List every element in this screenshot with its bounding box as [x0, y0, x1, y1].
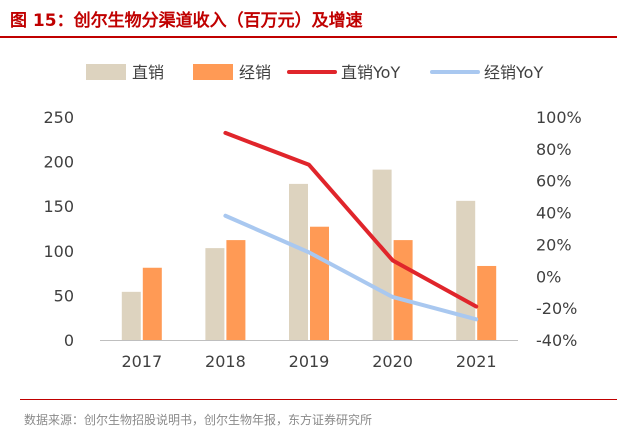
legend-direct-label: 直销: [132, 63, 164, 82]
right-axis-tick-label: 60%: [536, 172, 572, 191]
right-axis-tick-label: -40%: [536, 331, 577, 350]
left-axis-tick-label: 250: [43, 108, 74, 127]
left-axis-tick-label: 200: [43, 153, 74, 172]
right-axis-tick-label: 20%: [536, 235, 572, 254]
direct-sales-bar: [372, 169, 392, 340]
source-note: 数据来源：创尔生物招股说明书，创尔生物年报，东方证券研究所: [24, 413, 373, 427]
legend-direct-swatch: [86, 64, 126, 80]
right-axis-tick-label: -20%: [536, 299, 577, 318]
direct-sales-bar: [289, 183, 308, 340]
distribution-bar: [477, 265, 497, 340]
x-axis-tick-label: 2019: [289, 352, 330, 371]
left-axis-tick-label: 0: [64, 331, 74, 350]
right-axis-tick-label: 0%: [536, 267, 561, 286]
direct-sales-bar: [121, 291, 141, 340]
distribution-bar: [393, 240, 413, 340]
title-rule: [0, 36, 617, 38]
direct-yoy-line: [223, 130, 479, 309]
right-axis-tick-label: 40%: [536, 204, 572, 223]
left-axis-tick-label: 150: [43, 197, 74, 216]
legend-distribution-swatch: [193, 64, 233, 80]
x-axis-tick-label: 2018: [205, 352, 246, 371]
distribution-bar: [226, 240, 246, 340]
x-axis-tick-label: 2021: [456, 352, 497, 371]
legend-direct-yoy-label: 直销YoY: [341, 63, 400, 82]
left-axis-tick-label: 100: [43, 242, 74, 261]
x-axis-tick-label: 2020: [372, 352, 413, 371]
right-axis-tick-label: 100%: [536, 108, 582, 127]
distribution-bar: [310, 226, 329, 340]
x-axis-tick-label: 2017: [121, 352, 162, 371]
legend-distribution-label: 经销: [239, 63, 271, 82]
left-axis-tick-label: 50: [54, 286, 74, 305]
direct-sales-bar: [205, 248, 225, 340]
legend-distribution-yoy-label: 经销YoY: [484, 63, 543, 82]
right-axis-tick-label: 80%: [536, 140, 572, 159]
distribution-yoy-line: [223, 213, 479, 322]
chart-title: 图 15：创尔生物分渠道收入（百万元）及增速: [10, 11, 363, 31]
footer-rule: [20, 399, 617, 400]
distribution-bar: [142, 267, 162, 340]
